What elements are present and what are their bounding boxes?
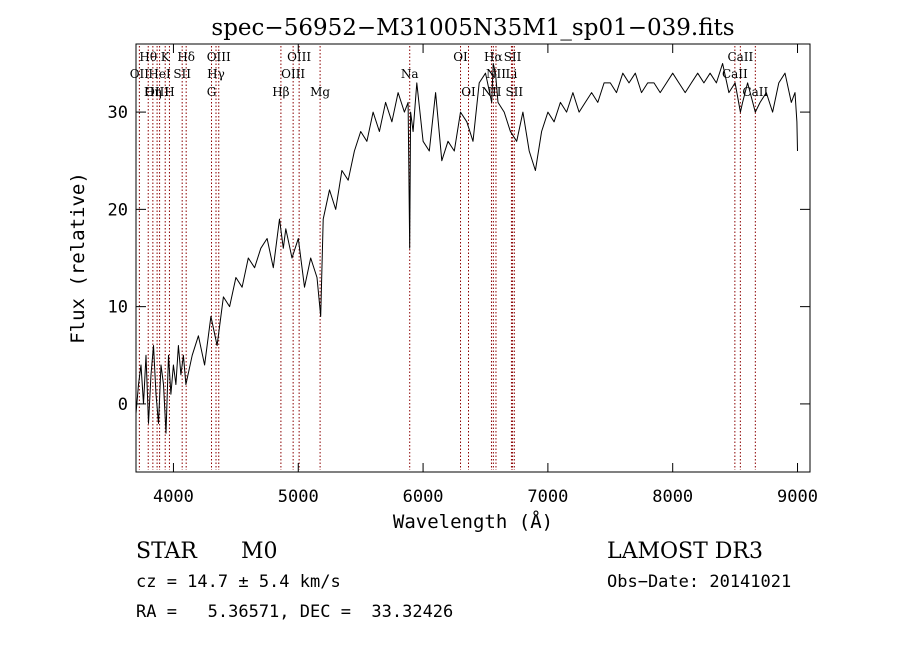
line-label: Hβ: [272, 85, 289, 99]
line-label: HeI: [148, 67, 171, 81]
object-class: STAR: [136, 539, 197, 564]
observation-date: Obs−Date: 20141021: [607, 572, 792, 592]
line-label: G: [207, 85, 217, 99]
y-tick-label: 0: [118, 395, 128, 415]
redshift-value: cz = 14.7 ± 5.4 km/s: [136, 572, 341, 592]
x-axis-ticks: 4000 5000 6000 7000 8000 9000: [153, 44, 818, 507]
object-subclass: M0: [241, 539, 278, 564]
line-label: SII: [504, 50, 522, 64]
spectral-line-labels: Hθ OII OIII HeI K Hη H SII Hδ OIII Hγ G Hβ OIII OIII Mg…: [130, 50, 769, 99]
spectral-line-markers: [138, 46, 756, 470]
y-tick-label: 20: [108, 200, 128, 220]
line-label: CaII: [727, 50, 753, 64]
line-label: CaII: [722, 67, 748, 81]
line-label: H: [164, 85, 174, 99]
line-label: Hδ: [177, 50, 195, 64]
line-label: Hθ: [139, 50, 157, 64]
line-label: OIII: [281, 67, 305, 81]
line-label: Hγ: [207, 67, 225, 81]
line-label: OIII: [145, 85, 169, 99]
series-flux: [135, 63, 798, 434]
coordinates: RA = 5.36571, DEC = 33.32426: [136, 602, 454, 622]
y-tick-label: 10: [108, 298, 128, 318]
y-tick-label: 30: [108, 103, 128, 123]
line-label: Hη: [144, 85, 162, 99]
line-label: OI: [461, 85, 476, 99]
x-tick-label: 4000: [153, 487, 194, 507]
y-axis-ticks: 0 10 20 30: [108, 103, 810, 415]
y-axis-label: Flux (relative): [67, 172, 89, 344]
line-label: OIII: [287, 50, 311, 64]
line-label: Hα: [484, 50, 503, 64]
x-tick-label: 6000: [403, 487, 444, 507]
line-label: SII: [173, 67, 191, 81]
line-label: K: [161, 50, 171, 64]
line-label: OI: [453, 50, 468, 64]
line-label: Li: [506, 67, 518, 81]
line-label: NII: [486, 67, 506, 81]
x-tick-label: 5000: [278, 487, 319, 507]
x-tick-label: 9000: [777, 487, 818, 507]
line-label: Na: [401, 67, 419, 81]
x-axis-label: Wavelength (Å): [393, 510, 553, 533]
chart-title: spec−56952−M31005N35M1_sp01−039.fits: [211, 15, 734, 41]
plot-frame: [135, 43, 811, 473]
line-label: OIII: [207, 50, 231, 64]
line-label: SII: [505, 85, 523, 99]
line-label: OII: [130, 67, 150, 81]
x-tick-label: 7000: [527, 487, 568, 507]
x-tick-label: 8000: [652, 487, 693, 507]
survey-name: LAMOST DR3: [607, 539, 763, 564]
line-label: Mg: [310, 85, 330, 99]
